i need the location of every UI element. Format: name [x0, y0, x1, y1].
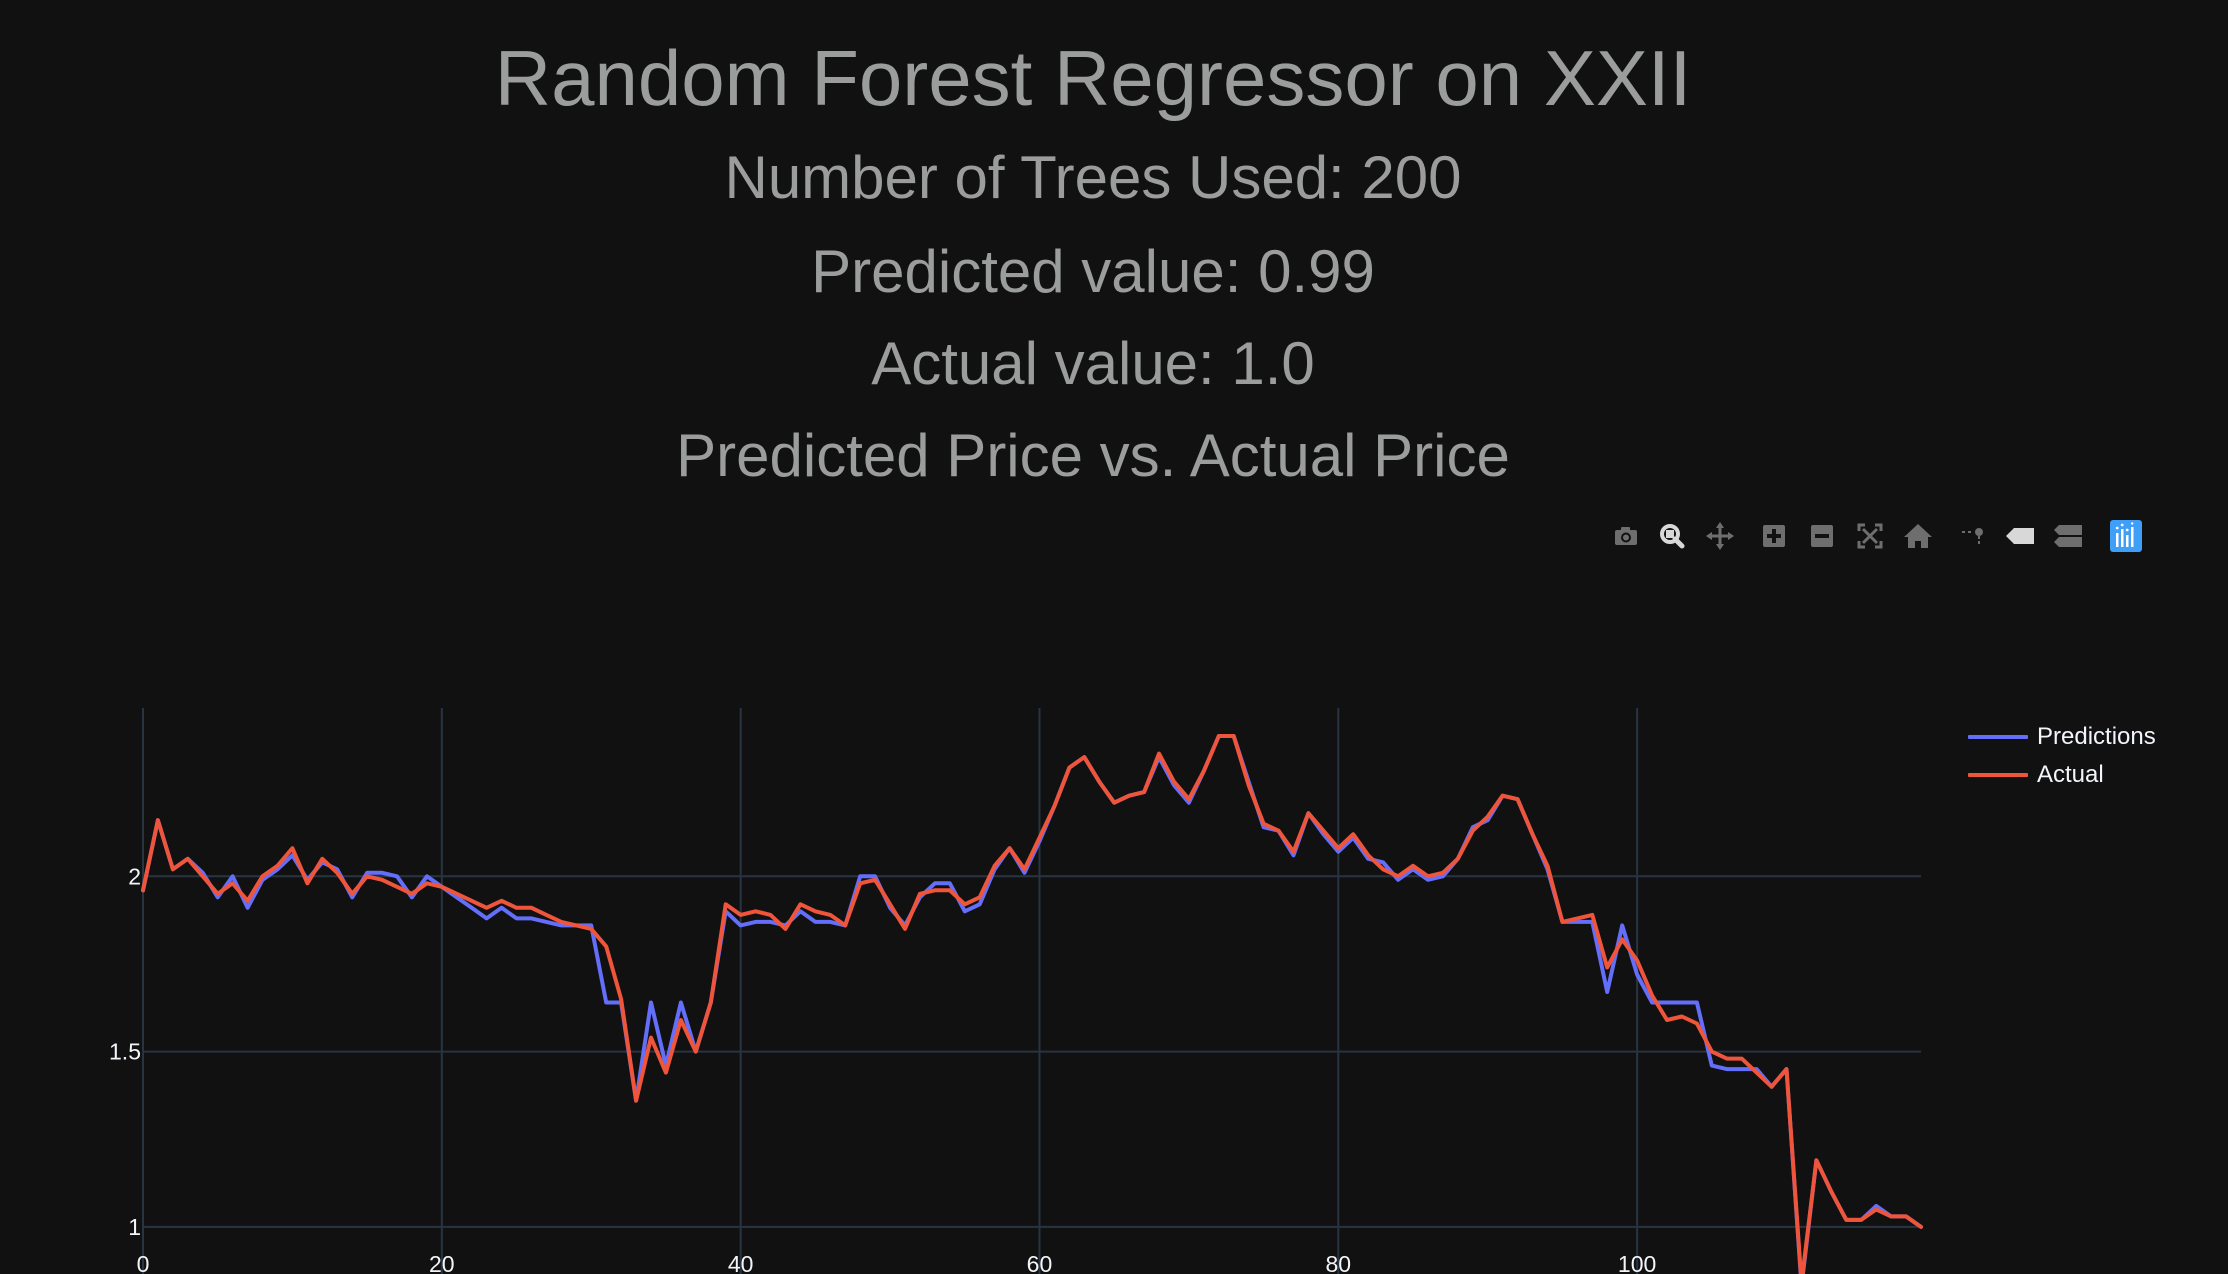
- series-line-predictions[interactable]: [141, 734, 1923, 1274]
- legend-label-actual: Actual: [2037, 761, 2104, 788]
- legend-item-predictions[interactable]: Predictions: [1962, 718, 2202, 756]
- autoscale-icon[interactable]: [1852, 519, 1888, 553]
- y-tick-label: 2: [128, 863, 141, 889]
- reset-axes-icon[interactable]: [1900, 519, 1936, 553]
- series-lines: [141, 734, 1923, 1274]
- x-tick-label: 40: [728, 1251, 754, 1274]
- x-tick-label: 0: [137, 1251, 150, 1274]
- actual-value-text: Actual value: 1.0: [871, 330, 1315, 397]
- legend-swatch-predictions: [1968, 735, 2028, 739]
- tick-labels: 0 20 40 60 80 100 1 1.5 2: [109, 863, 1656, 1274]
- chart-title: Predicted Price vs. Actual Price: [676, 422, 1510, 489]
- zoom-out-icon[interactable]: [1804, 519, 1840, 553]
- x-tick-label: 100: [1618, 1251, 1656, 1274]
- legend-swatch-actual: [1968, 773, 2028, 777]
- spike-lines-icon[interactable]: [1954, 519, 1990, 553]
- y-tick-label: 1.5: [109, 1039, 141, 1065]
- pan-icon[interactable]: [1702, 519, 1738, 553]
- x-tick-label: 60: [1027, 1251, 1053, 1274]
- x-tick-label: 20: [429, 1251, 455, 1274]
- legend-item-actual[interactable]: Actual: [1962, 756, 2202, 794]
- y-tick-label: 1: [128, 1214, 141, 1240]
- trees-count-text: Number of Trees Used: 200: [724, 144, 1462, 211]
- zoom-icon[interactable]: [1654, 519, 1690, 553]
- hover-closest-icon[interactable]: [2002, 519, 2038, 553]
- hover-compare-icon[interactable]: [2050, 519, 2086, 553]
- zoom-in-icon[interactable]: [1756, 519, 1792, 553]
- grid: [142, 708, 1921, 1274]
- series-line-actual[interactable]: [141, 734, 1923, 1274]
- camera-icon[interactable]: [1608, 519, 1644, 553]
- legend: Predictions Actual: [1962, 718, 2202, 794]
- x-tick-label: 80: [1325, 1251, 1351, 1274]
- legend-label-predictions: Predictions: [2037, 723, 2156, 750]
- plotly-logo-icon[interactable]: [2108, 519, 2144, 553]
- main-title: Random Forest Regressor on XXII: [494, 34, 1692, 122]
- predicted-value-text: Predicted value: 0.99: [811, 238, 1375, 305]
